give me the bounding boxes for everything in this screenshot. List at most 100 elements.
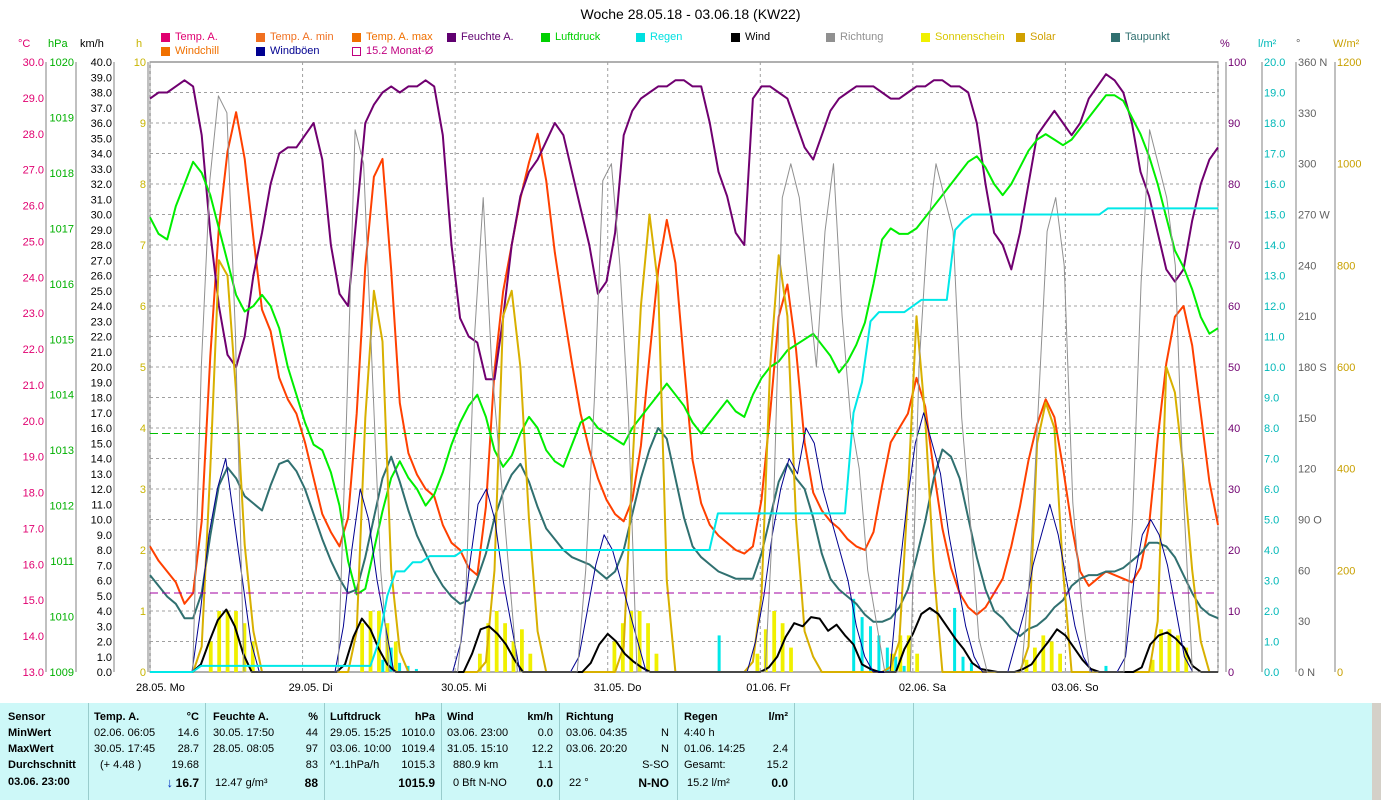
pct-tick-label: 80 bbox=[1228, 179, 1240, 191]
wm2-tick-label: 800 bbox=[1337, 260, 1355, 272]
lm2-tick-label: 5.0 bbox=[1264, 515, 1279, 527]
kmh-tick-label: 33.0 bbox=[91, 164, 112, 176]
wind-unit: km/h bbox=[527, 711, 553, 723]
kmh-tick-label: 16.0 bbox=[91, 423, 112, 435]
temp-tick-label: 14.0 bbox=[23, 631, 44, 643]
kmh-tick-label: 21.0 bbox=[91, 347, 112, 359]
kmh-tick-label: 4.0 bbox=[97, 606, 112, 618]
pressure-max-time: 03.06. 10:00 bbox=[330, 743, 392, 755]
lm2-tick-label: 17.0 bbox=[1264, 149, 1285, 161]
deg-tick-label: 120 bbox=[1298, 464, 1316, 476]
legend-swatch bbox=[1111, 33, 1120, 42]
sunshine-bar bbox=[1058, 653, 1063, 672]
kmh-tick-label: 24.0 bbox=[91, 301, 112, 313]
deg-tick-label: 180 S bbox=[1298, 362, 1327, 374]
rain-bar bbox=[398, 662, 402, 672]
rain-bar bbox=[717, 635, 721, 672]
kmh-tick-label: 40.0 bbox=[91, 57, 112, 69]
wind-distance: 880.9 km bbox=[453, 759, 499, 771]
rain-current-value: 0.0 bbox=[771, 776, 788, 790]
kmh-tick-label: 14.0 bbox=[91, 454, 112, 466]
sunshine-bar bbox=[612, 641, 617, 672]
temp-avg-value: 19.68 bbox=[171, 759, 199, 771]
kmh-tick-label: 19.0 bbox=[91, 377, 112, 389]
sunshine-bar bbox=[368, 611, 373, 672]
x-tick-label: 28.05. Mo bbox=[136, 682, 185, 694]
x-tick-label: 01.06. Fr bbox=[746, 682, 790, 694]
kmh-tick-label: 10.0 bbox=[91, 515, 112, 527]
series-temp-a--line bbox=[149, 111, 1219, 616]
hpa-tick-label: 1015 bbox=[50, 334, 74, 346]
lm2-tick-label: 4.0 bbox=[1264, 545, 1279, 557]
pressure-unit: hPa bbox=[414, 711, 435, 723]
kmh-tick-label: 18.0 bbox=[91, 393, 112, 405]
x-tick-label: 30.05. Mi bbox=[441, 682, 486, 694]
kmh-tick-label: 28.0 bbox=[91, 240, 112, 252]
h-tick-label: 10 bbox=[134, 57, 146, 69]
hpa-tick-label: 1011 bbox=[50, 556, 74, 568]
kmh-tick-label: 27.0 bbox=[91, 255, 112, 267]
h-tick-label: 4 bbox=[140, 423, 146, 435]
temp-header: Temp. A. bbox=[94, 711, 140, 723]
pct-tick-label: 10 bbox=[1228, 606, 1240, 618]
lm2-tick-label: 6.0 bbox=[1264, 484, 1279, 496]
kmh-tick-label: 26.0 bbox=[91, 271, 112, 283]
temp-trend-arrow-icon: ↓ bbox=[166, 775, 174, 790]
humidity-column: Feuchte A. % 30.05. 17:50 44 28.05. 08:0… bbox=[205, 703, 325, 800]
lm2-tick-label: 0.0 bbox=[1264, 667, 1279, 679]
pct-tick-label: 0 bbox=[1228, 667, 1234, 679]
x-tick-label: 29.05. Di bbox=[289, 682, 333, 694]
sunshine-bar bbox=[1175, 635, 1180, 672]
temp-min-time: 02.06. 06:05 bbox=[94, 727, 156, 739]
lm2-tick-label: 12.0 bbox=[1264, 301, 1285, 313]
h-tick-label: 6 bbox=[140, 301, 146, 313]
legend-swatch bbox=[352, 33, 361, 42]
sunshine-bar bbox=[234, 611, 238, 672]
rain-bar bbox=[860, 617, 864, 672]
temp-tick-label: 24.0 bbox=[23, 272, 44, 284]
direction-avg-value: S-SO bbox=[642, 759, 669, 771]
kmh-tick-label: 15.0 bbox=[91, 438, 112, 450]
lm2-tick-label: 19.0 bbox=[1264, 88, 1285, 100]
legend-label: Sonnenschein bbox=[935, 31, 1005, 43]
sunshine-bar bbox=[520, 629, 524, 672]
direction-min-time: 03.06. 04:35 bbox=[566, 727, 628, 739]
legend-swatch bbox=[161, 47, 170, 56]
legend-label: 15.2 Monat-Ø bbox=[366, 45, 434, 57]
deg-tick-label: 60 bbox=[1298, 565, 1310, 577]
h-tick-label: 1 bbox=[140, 606, 146, 618]
h-tick-label: 7 bbox=[140, 240, 146, 252]
humidity-max-value: 97 bbox=[305, 743, 318, 755]
temp-delta: (+ 4.48 ) bbox=[100, 759, 142, 771]
kmh-tick-label: 3.0 bbox=[97, 621, 112, 633]
legend-swatch bbox=[447, 33, 456, 42]
humidity-current-value: 88 bbox=[304, 776, 318, 790]
direction-max-value: N bbox=[661, 743, 669, 755]
kmh-tick-label: 13.0 bbox=[91, 469, 112, 481]
legend-label: Wind bbox=[745, 31, 771, 43]
rain-max-time: 01.06. 14:25 bbox=[684, 743, 746, 755]
pressure-header: Luftdruck bbox=[330, 711, 381, 723]
deg-tick-label: 330 bbox=[1298, 108, 1316, 120]
deg-tick-label: 300 bbox=[1298, 159, 1316, 171]
sunshine-bar bbox=[772, 611, 777, 672]
lm2-tick-label: 14.0 bbox=[1264, 240, 1285, 252]
humidity-header: Feuchte A. bbox=[213, 711, 269, 723]
direction-header: Richtung bbox=[566, 711, 614, 723]
series-taupunkt-line bbox=[149, 427, 1219, 638]
sunshine-bar bbox=[637, 611, 642, 672]
series-feuchte-a--line bbox=[149, 73, 1219, 381]
direction-min-value: N bbox=[661, 727, 669, 739]
temp-tick-label: 13.0 bbox=[23, 667, 44, 679]
h-tick-label: 9 bbox=[140, 118, 146, 130]
temp-column: Temp. A. °C 02.06. 06:05 14.6 30.05. 17:… bbox=[88, 703, 206, 800]
legend-swatch bbox=[256, 47, 265, 56]
series-luftdruck-line bbox=[149, 94, 1219, 596]
lm2-tick-label: 11.0 bbox=[1264, 332, 1285, 344]
sensor-header: Sensor bbox=[8, 711, 46, 723]
pressure-axis-title: hPa bbox=[48, 38, 68, 50]
lm2-tick-label: 20.0 bbox=[1264, 57, 1285, 69]
legend-swatch bbox=[921, 33, 930, 42]
pct-tick-label: 70 bbox=[1228, 240, 1240, 252]
kmh-tick-label: 2.0 bbox=[97, 637, 112, 649]
